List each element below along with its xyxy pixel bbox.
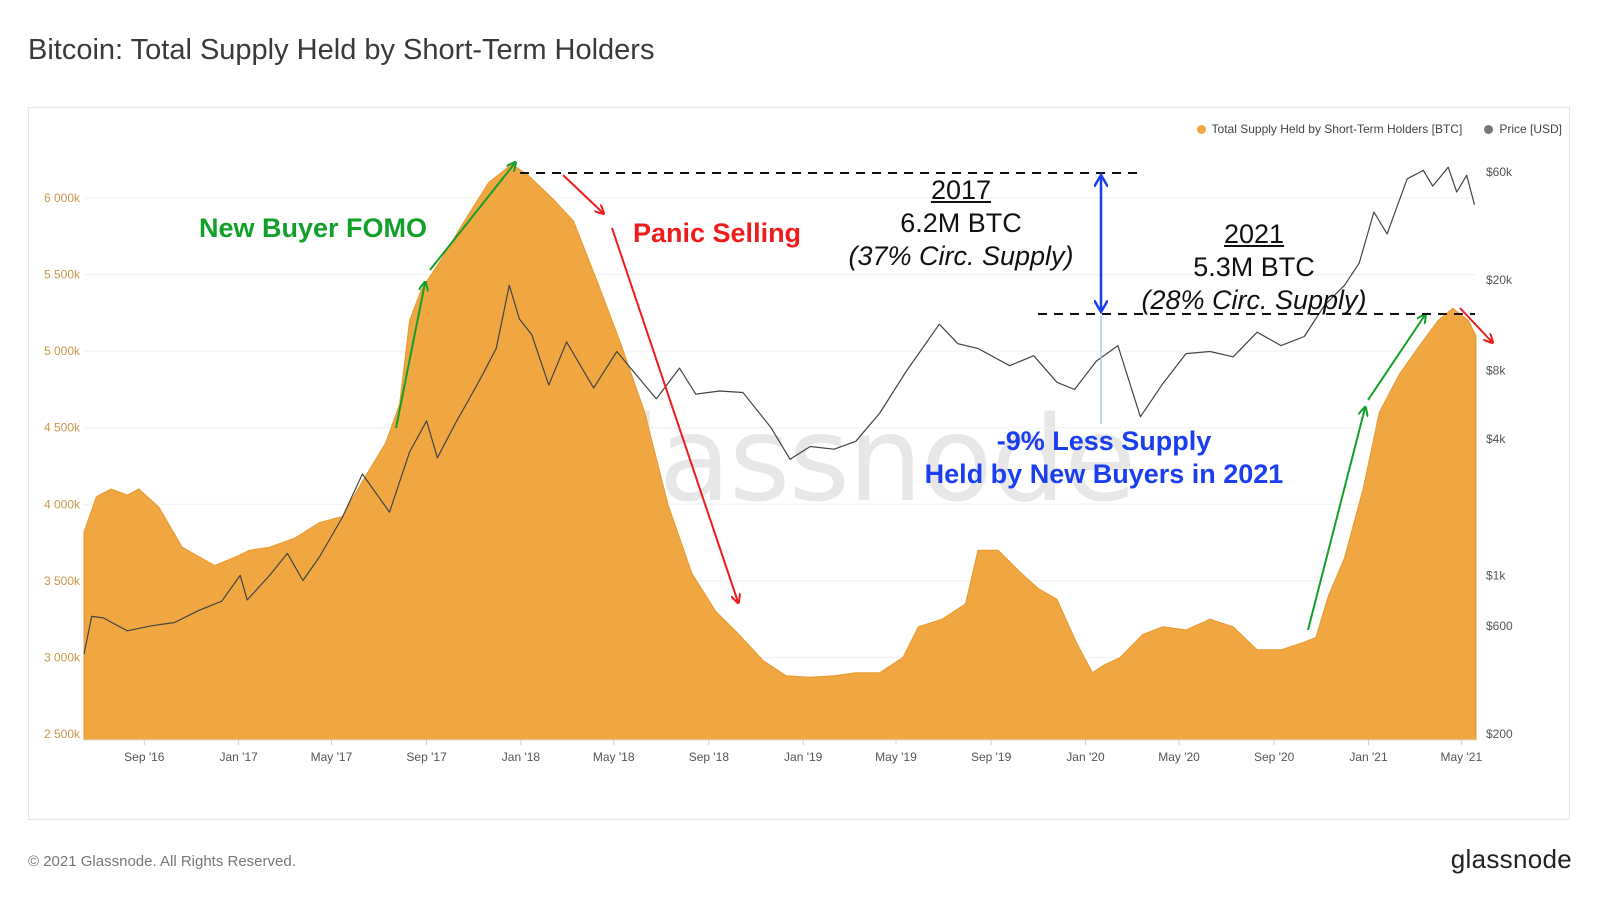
x-tick-label: Jan '20 [1066, 750, 1105, 764]
x-tick-label: Sep '20 [1254, 750, 1295, 764]
x-tick-label: May '18 [593, 750, 635, 764]
price-line-layer [83, 166, 1476, 655]
annotation-2017-year: 2017 [930, 175, 992, 205]
x-tick-label: May '20 [1158, 750, 1200, 764]
y-right-tick-label: $200 [1486, 727, 1513, 741]
panic-arrow-1 [562, 174, 603, 213]
annotation-less-supply-line2: Held by New Buyers in 2021 [924, 459, 1284, 489]
x-tick-label: Jan '21 [1349, 750, 1388, 764]
y-left-tick-label: 3 500k [44, 574, 81, 588]
chart-title: Bitcoin: Total Supply Held by Short-Term… [28, 34, 655, 66]
legend-price-label: Price [USD] [1499, 122, 1562, 136]
legend-supply-label: Total Supply Held by Short-Term Holders … [1211, 122, 1463, 136]
y-left-tick-label: 2 500k [44, 727, 81, 741]
fomo-arrow-3 [1307, 408, 1365, 631]
y-left-tick-label: 6 000k [44, 191, 81, 205]
x-tick-label: May '17 [311, 750, 353, 764]
x-tick-label: Sep '19 [971, 750, 1012, 764]
legend-item-price[interactable]: Price [USD] [1484, 122, 1562, 136]
footer-copyright: © 2021 Glassnode. All Rights Reserved. [28, 853, 296, 870]
annotation-less-supply: -9% Less Supply Held by New Buyers in 20… [905, 425, 1303, 491]
panic-arrow-2 [611, 227, 738, 602]
y-right-tick-label: $1k [1486, 568, 1506, 582]
annotation-2021-btc: 5.3M BTC [1193, 252, 1315, 282]
y-right-tick-label: $600 [1486, 619, 1513, 633]
x-tick-label: Sep '18 [689, 750, 730, 764]
fomo-arrow-4 [1367, 315, 1425, 401]
fomo-arrow-1 [395, 283, 425, 429]
y-right-tick-label: $20k [1486, 273, 1513, 287]
y-left-tick-label: 4 000k [44, 497, 81, 511]
annotation-panic-selling: Panic Selling [633, 218, 802, 248]
y-left-tick-label: 3 000k [44, 650, 81, 664]
legend: Total Supply Held by Short-Term Holders … [1196, 122, 1562, 136]
annotation-overlay [395, 163, 1492, 631]
annotation-less-supply-line1: -9% Less Supply [996, 426, 1212, 456]
x-tick-label: Sep '16 [124, 750, 165, 764]
chart-panel [28, 107, 1570, 820]
supply-area-series [83, 163, 1477, 741]
annotation-2017-btc: 6.2M BTC [900, 208, 1022, 238]
x-tick-label: Jan '19 [784, 750, 823, 764]
annotation-2021-circ: (28% Circ. Supply) [1141, 285, 1367, 315]
supply-area-layer [83, 163, 1477, 741]
x-tick-label: Jan '17 [220, 750, 259, 764]
panic-arrow-3 [1459, 307, 1492, 342]
price-line-series [83, 166, 1476, 655]
legend-item-supply[interactable]: Total Supply Held by Short-Term Holders … [1196, 122, 1463, 136]
y-left-tick-label: 5 500k [44, 268, 81, 282]
legend-supply-dot [1196, 124, 1206, 134]
legend-price-dot [1484, 124, 1494, 134]
x-tick-label: May '21 [1440, 750, 1482, 764]
annotation-2021-box: 2021 5.3M BTC (28% Circ. Supply) [1122, 218, 1386, 317]
fomo-arrow-2 [429, 163, 515, 271]
y-right-tick-label: $4k [1486, 432, 1506, 446]
y-left-tick-label: 4 500k [44, 421, 81, 435]
annotation-new-buyer-fomo: New Buyer FOMO [199, 213, 428, 243]
x-tick-label: Jan '18 [502, 750, 541, 764]
annotation-2017-circ: (37% Circ. Supply) [848, 241, 1074, 271]
annotation-2021-year: 2021 [1223, 219, 1285, 249]
x-tick-label: Sep '17 [406, 750, 447, 764]
glassnode-logo[interactable]: glassnode [1450, 844, 1572, 874]
y-left-tick-label: 5 000k [44, 344, 81, 358]
annotation-2017-box: 2017 6.2M BTC (37% Circ. Supply) [830, 174, 1092, 273]
x-tick-label: May '19 [875, 750, 917, 764]
axes-layer: 2 500k 3 000k 3 500k 4 000k 4 500k 5 000k 5 50… [44, 165, 1513, 764]
y-right-tick-label: $8k [1486, 364, 1506, 378]
y-right-tick-label: $60k [1486, 165, 1513, 179]
